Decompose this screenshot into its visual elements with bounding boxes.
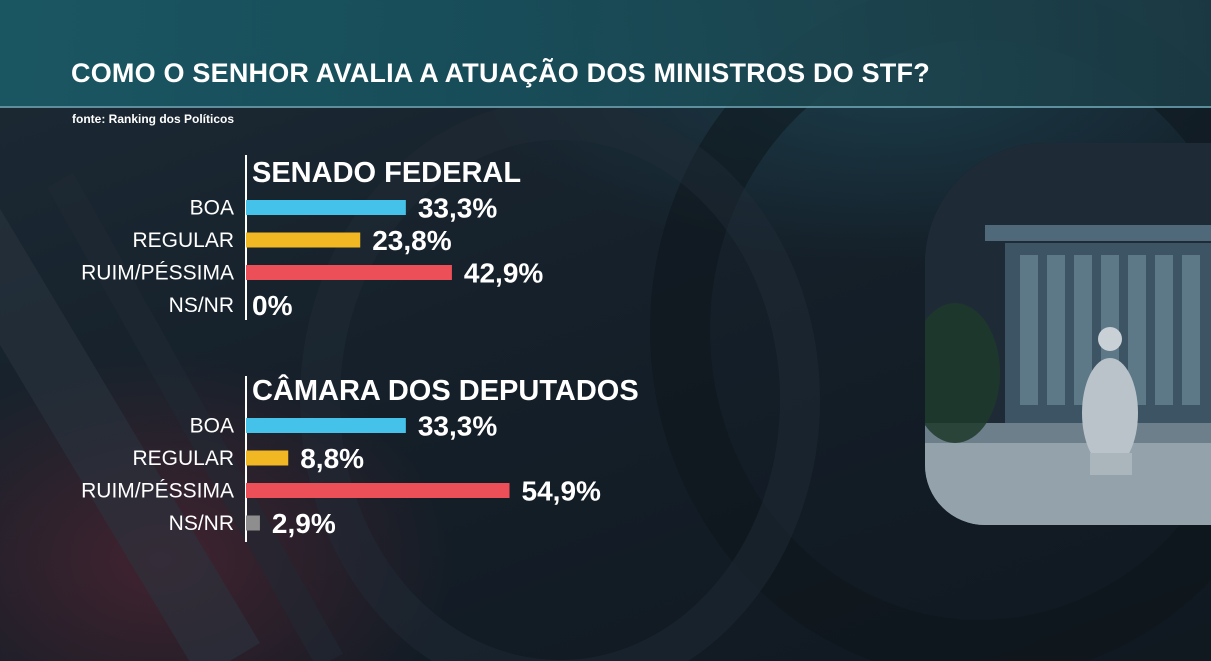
category-label: RUIM/PÉSSIMA (81, 262, 234, 285)
value-label: 2,9% (272, 508, 336, 539)
chart-title: CÂMARA DOS DEPUTADOS (252, 373, 639, 407)
stf-building-photo (925, 143, 1211, 525)
bar (246, 483, 510, 498)
header-band (0, 0, 1211, 106)
value-label: 33,3% (418, 411, 497, 442)
category-label: REGULAR (132, 447, 234, 470)
bar (246, 265, 452, 280)
bar (246, 418, 406, 433)
page-title: COMO O SENHOR AVALIA A ATUAÇÃO DOS MINIS… (71, 58, 930, 88)
value-label: 23,8% (372, 225, 451, 256)
category-label: NS/NR (169, 294, 234, 317)
category-label: REGULAR (132, 229, 234, 252)
chart-title: SENADO FEDERAL (252, 157, 521, 189)
chart-group-1: SENADO FEDERAL BOA 33,3% REGULAR 23,8% RUIM/P… (81, 155, 543, 321)
bar (246, 232, 361, 248)
bar (246, 450, 289, 466)
source-note: fonte: Ranking dos Políticos (72, 112, 235, 126)
chart-group-2: CÂMARA DOS DEPUTADOS BOA 33,3% REGULAR 8,8% R… (81, 373, 639, 542)
bar (246, 515, 260, 531)
category-label: BOA (190, 197, 234, 220)
category-label: NS/NR (169, 512, 234, 535)
value-label: 33,3% (418, 193, 497, 224)
category-label: RUIM/PÉSSIMA (81, 480, 234, 503)
value-label: 42,9% (464, 258, 543, 289)
value-label: 54,9% (522, 476, 601, 507)
category-label: BOA (190, 415, 234, 438)
header-divider (0, 106, 1211, 108)
bar (246, 200, 406, 215)
value-label: 0% (252, 290, 293, 321)
value-label: 8,8% (300, 443, 364, 474)
